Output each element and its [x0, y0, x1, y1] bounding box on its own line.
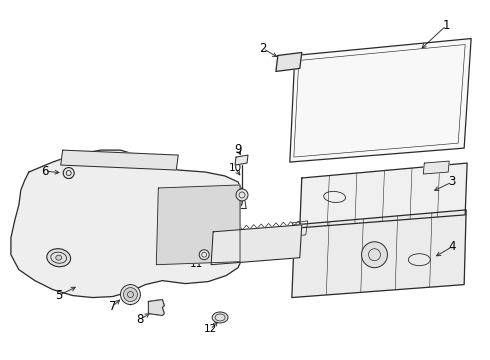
Polygon shape: [276, 53, 302, 71]
Text: 1: 1: [442, 19, 450, 32]
Polygon shape: [11, 150, 245, 298]
Circle shape: [63, 167, 74, 179]
Circle shape: [362, 242, 388, 268]
Text: 3: 3: [448, 175, 456, 189]
Polygon shape: [235, 155, 248, 165]
Ellipse shape: [47, 249, 71, 267]
Text: 11: 11: [190, 259, 203, 269]
Circle shape: [123, 288, 137, 302]
Ellipse shape: [212, 312, 228, 323]
Text: 10: 10: [228, 163, 242, 173]
Polygon shape: [290, 39, 471, 162]
Circle shape: [236, 189, 248, 201]
Text: 8: 8: [137, 313, 144, 326]
Text: 5: 5: [55, 289, 62, 302]
Text: 2: 2: [259, 42, 267, 55]
Polygon shape: [300, 163, 467, 228]
Polygon shape: [156, 185, 240, 265]
Polygon shape: [61, 150, 178, 170]
Text: 12: 12: [203, 324, 217, 334]
Polygon shape: [211, 225, 302, 265]
Text: 4: 4: [448, 240, 456, 253]
Ellipse shape: [56, 255, 62, 260]
Circle shape: [199, 250, 209, 260]
Text: 9: 9: [234, 143, 242, 156]
Polygon shape: [292, 210, 466, 298]
Text: 6: 6: [41, 165, 49, 177]
Circle shape: [121, 285, 141, 305]
Text: 7: 7: [109, 300, 116, 313]
Polygon shape: [148, 300, 164, 315]
Polygon shape: [423, 161, 449, 174]
